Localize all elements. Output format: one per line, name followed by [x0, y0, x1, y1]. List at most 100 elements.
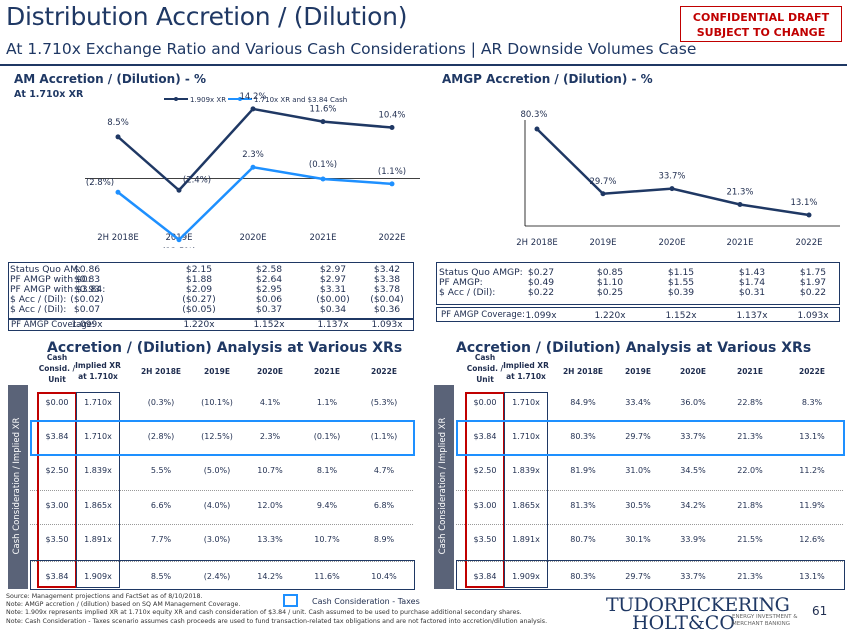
data-label: 11.6%: [309, 105, 336, 115]
header-year: 2022E: [371, 367, 397, 376]
stat-value: $3.42: [373, 264, 401, 275]
side-band: [8, 385, 28, 589]
xr-column-highlight: [76, 392, 120, 588]
header-line: Consid. /: [466, 364, 504, 373]
table-cell: $0.00: [473, 398, 497, 407]
stat-value: $0.27: [527, 267, 555, 278]
table-cell: 21.3%: [737, 572, 763, 581]
table-cell: 6.8%: [373, 501, 395, 510]
table-cell: 1.891x: [512, 535, 540, 544]
stat-value: $0.22: [799, 287, 827, 298]
table-cell: 1.1%: [316, 398, 338, 407]
right-stats-labels: Status Quo AMGP: PF AMGP: $ Acc / (Dil):: [439, 268, 523, 298]
page-title: Distribution Accretion / (Dilution): [6, 2, 408, 31]
header-cash-consideration: Cash Consid. / Unit: [35, 352, 79, 385]
table-cell: 80.3%: [570, 432, 596, 441]
stat-value: $2.64: [255, 274, 283, 285]
row-divider: [30, 524, 413, 525]
page-subtitle: At 1.710x Exchange Ratio and Various Cas…: [6, 40, 697, 58]
data-label: (1.1%): [378, 167, 406, 177]
table-cell: 14.2%: [257, 572, 283, 581]
data-point: [600, 191, 606, 197]
row-divider: [456, 490, 843, 491]
header-line: at 1.710x: [78, 372, 118, 381]
footnotes: Source: Management projections and FactS…: [6, 593, 547, 626]
data-label: (2.4%): [183, 175, 211, 185]
stat-value: ($0.05): [182, 304, 216, 315]
table-cell: $3.50: [473, 535, 497, 544]
table-cell: 13.1%: [799, 572, 825, 581]
data-label: 13.1%: [790, 198, 817, 208]
table-cell: 13.3%: [257, 535, 283, 544]
coverage-value: 1.220x: [183, 320, 215, 330]
header-year: 2020E: [257, 367, 283, 376]
stat-value: ($0.00): [316, 294, 350, 305]
legend-marker-1710-cash: [238, 97, 242, 101]
table-cell: 1.710x: [84, 398, 112, 407]
table-cell: 10.7%: [314, 535, 340, 544]
coverage-value: 1.137x: [736, 311, 768, 321]
xr-column-highlight: [504, 392, 548, 588]
header-line: Unit: [476, 375, 494, 384]
x-tick-label: 2022E: [795, 238, 822, 248]
data-point: [115, 134, 121, 140]
table-cell: 6.6%: [150, 501, 172, 510]
right-coverage-label: PF AMGP Coverage:: [441, 310, 525, 320]
table-cell: (2.8%): [147, 432, 175, 441]
data-label: 33.7%: [658, 172, 685, 182]
table-cell: (4.0%): [203, 501, 231, 510]
header-line: Unit: [48, 375, 66, 384]
stat-value: $0.34: [319, 304, 347, 315]
table-cell: 1.710x: [84, 432, 112, 441]
stat-label: Status Quo AMGP:: [439, 267, 523, 278]
stat-value: $0.39: [667, 287, 695, 298]
stat-value: ($0.02): [70, 294, 104, 305]
header-implied-xr: Implied XR at 1.710x: [502, 360, 550, 382]
table-cell: 8.5%: [150, 572, 172, 581]
table-cell: 21.5%: [737, 535, 763, 544]
table-cell: $3.50: [45, 535, 69, 544]
table-cell: 10.7%: [257, 466, 283, 475]
data-point: [250, 106, 256, 112]
table-cell: 22.0%: [737, 466, 763, 475]
x-tick-label: 2020E: [239, 233, 266, 243]
stat-value: $0.07: [73, 304, 101, 315]
table-cell: 4.7%: [373, 466, 395, 475]
table-cell: $3.00: [45, 501, 69, 510]
table-cell: 1.865x: [512, 501, 540, 510]
header-line: Consid. /: [38, 364, 76, 373]
row-divider: [30, 490, 413, 491]
stat-value: $1.88: [185, 274, 213, 285]
data-point: [389, 125, 395, 131]
amgp-accretion-chart: 2H 2018E 2019E 2020E 2021E 2022E 80.3% 29.7% 33…: [516, 110, 840, 248]
left-stats-box: [8, 262, 414, 319]
header-line: Implied XR: [503, 361, 549, 370]
coverage-value: 1.152x: [665, 311, 697, 321]
logo-sub-2: MERCHANT BANKING: [732, 620, 790, 627]
data-point: [389, 181, 395, 187]
table-cell: (5.3%): [370, 398, 398, 407]
data-point: [534, 126, 540, 132]
table-cell: (1.1%): [370, 432, 398, 441]
stat-value: $2.95: [255, 284, 283, 295]
footnote: Note: Cash Consideration - Taxes scenari…: [6, 617, 548, 625]
right-table-title: Accretion / (Dilution) Analysis at Vario…: [456, 340, 812, 356]
table-cell: 80.7%: [570, 535, 596, 544]
table-cell: 8.3%: [801, 398, 823, 407]
stat-value: $0.06: [255, 294, 283, 305]
side-label: Cash Consideration / Implied XR: [12, 417, 22, 555]
table-cell: 33.9%: [680, 535, 706, 544]
row-divider: [30, 561, 413, 562]
x-tick-label: 2H 2018E: [97, 233, 139, 243]
table-cell: (2.4%): [203, 572, 231, 581]
table-cell: 11.9%: [799, 501, 825, 510]
table-cell: 2.3%: [259, 432, 281, 441]
x-tick-label: 2021E: [726, 238, 753, 248]
x-tick-label: 2H 2018E: [516, 238, 558, 248]
table-cell: 1.891x: [84, 535, 112, 544]
table-cell: (0.1%): [313, 432, 341, 441]
stat-value: $2.97: [319, 264, 347, 275]
table-cell: 1.710x: [512, 398, 540, 407]
table-cell: $2.50: [473, 466, 497, 475]
table-cell: (12.5%): [201, 432, 233, 441]
